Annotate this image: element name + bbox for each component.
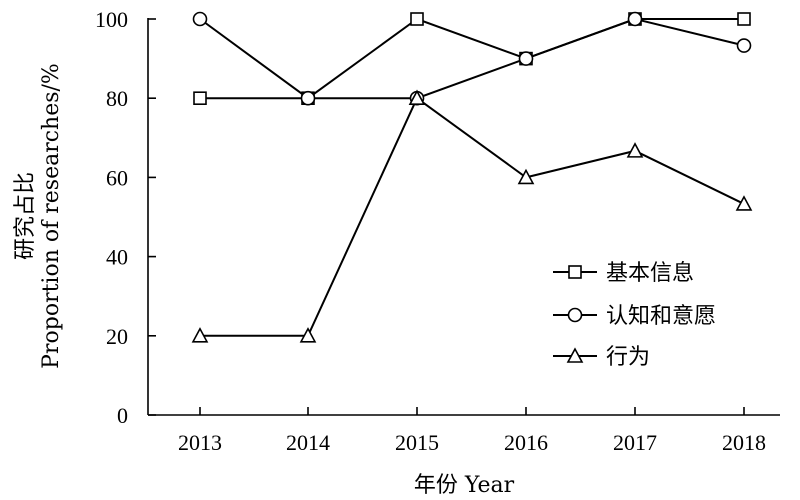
y-tick-label: 20 bbox=[106, 324, 128, 349]
legend-label: 基本信息 bbox=[606, 261, 694, 286]
data-point-circle bbox=[627, 11, 643, 27]
y-ticks: 0 20 40 60 80 100 bbox=[95, 7, 156, 428]
x-tick-label: 2015 bbox=[395, 430, 439, 455]
data-point-triangle bbox=[735, 195, 753, 211]
series-circle bbox=[192, 11, 752, 106]
x-tick-label: 2014 bbox=[286, 430, 330, 455]
y-tick-label: 60 bbox=[106, 165, 128, 190]
x-axis-title: 年份 Year bbox=[414, 473, 515, 498]
data-point-circle bbox=[300, 90, 316, 106]
y-tick-label: 80 bbox=[106, 86, 128, 111]
data-point-square bbox=[410, 12, 424, 26]
legend-marker-square bbox=[568, 265, 582, 279]
legend-item: 行为 bbox=[553, 345, 650, 370]
data-point-circle bbox=[736, 38, 752, 53]
x-tick-label: 2016 bbox=[504, 430, 548, 455]
legend-item: 认知和意愿 bbox=[553, 304, 716, 329]
legend-label: 行为 bbox=[606, 345, 650, 370]
data-point-triangle bbox=[299, 327, 317, 343]
data-point-circle bbox=[192, 11, 208, 27]
data-point-square bbox=[737, 12, 751, 26]
y-axis-title-zh: 研究占比 bbox=[13, 172, 38, 260]
series-triangle bbox=[191, 89, 753, 343]
legend-item: 基本信息 bbox=[553, 261, 694, 286]
data-point-triangle bbox=[408, 89, 426, 105]
x-tick-label: 2017 bbox=[613, 430, 657, 455]
data-point-circle bbox=[518, 51, 534, 66]
series-line bbox=[200, 96, 745, 337]
legend-marker-circle bbox=[567, 307, 583, 323]
data-point-triangle bbox=[517, 168, 535, 185]
y-tick-label: 0 bbox=[117, 403, 128, 428]
x-tick-label: 2013 bbox=[178, 430, 222, 455]
legend-marker-triangle bbox=[566, 347, 584, 363]
y-tick-label: 40 bbox=[106, 245, 128, 270]
data-point-triangle bbox=[626, 142, 644, 158]
series-line bbox=[200, 17, 744, 100]
y-tick-label: 100 bbox=[95, 7, 128, 32]
data-point-square bbox=[193, 91, 207, 105]
axes bbox=[147, 18, 780, 416]
series-layer bbox=[191, 11, 753, 343]
x-ticks: 2013 2014 2015 2016 2017 2018 bbox=[178, 407, 766, 455]
x-tick-label: 2018 bbox=[722, 430, 766, 455]
data-point-triangle bbox=[191, 327, 209, 343]
y-axis-title-en: Proportion of researches/% bbox=[39, 63, 64, 369]
series-line bbox=[199, 17, 745, 100]
legend-label: 认知和意愿 bbox=[606, 304, 716, 329]
y-axis-title: 研究占比 Proportion of researches/% bbox=[13, 63, 64, 369]
